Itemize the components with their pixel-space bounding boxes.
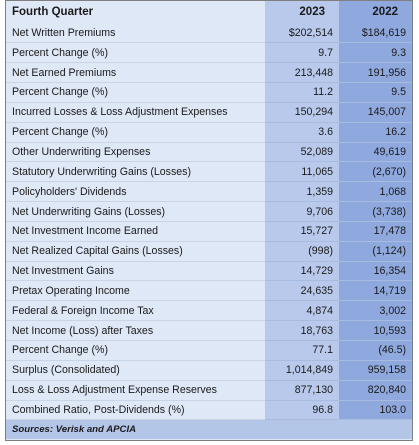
table-row: Surplus (Consolidated) 1,014,849 959,158: [6, 360, 412, 381]
header-row: Fourth Quarter 2023 2022: [6, 1, 412, 23]
table-row: Percent Change (%) 11.2 9.5: [6, 82, 412, 103]
row-label: Percent Change (%): [6, 42, 265, 64]
value-2023: 24,635: [265, 280, 339, 302]
table-row: Other Underwriting Expenses 52,089 49,619: [6, 142, 412, 163]
table-row: Net Investment Income Earned 15,727 17,478: [6, 221, 412, 242]
table-row: Net Realized Capital Gains (Losses) (998)…: [6, 241, 412, 262]
value-2022: 14,719: [339, 280, 412, 302]
table-row: Statutory Underwriting Gains (Losses) 11,…: [6, 161, 412, 183]
table-row: Net Written Premiums $202,514 $184,619: [6, 23, 412, 44]
value-2023: 4,874: [265, 300, 339, 322]
table-row: Incurred Losses & Loss Adjustment Expens…: [6, 102, 412, 123]
value-2023: (998): [265, 241, 339, 262]
row-label: Percent Change (%): [6, 82, 265, 103]
value-2023: 1,359: [265, 181, 339, 203]
row-label: Net Earned Premiums: [6, 62, 265, 84]
row-label: Net Written Premiums: [6, 23, 265, 44]
table-row: Net Underwriting Gains (Losses) 9,706 (3,7…: [6, 201, 412, 222]
value-2023: 14,729: [265, 261, 339, 282]
value-2023: 77.1: [265, 340, 339, 361]
value-2023: 9.7: [265, 42, 339, 64]
value-2022: 3,002: [339, 300, 412, 322]
value-2023: 11,065: [265, 161, 339, 183]
value-2022: (46.5): [339, 340, 412, 361]
table-row: Federal & Foreign Income Tax 4,874 3,002: [6, 300, 412, 322]
value-2022: 9.3: [339, 42, 412, 64]
value-2022: 49,619: [339, 142, 412, 163]
value-2022: 820,840: [339, 380, 412, 401]
row-label: Other Underwriting Expenses: [6, 142, 265, 163]
table-row: Net Earned Premiums 213,448 191,956: [6, 62, 412, 84]
table-row: Loss & Loss Adjustment Expense Reserves 8…: [6, 380, 412, 401]
row-label: Net Realized Capital Gains (Losses): [6, 241, 265, 262]
row-label: Statutory Underwriting Gains (Losses): [6, 161, 265, 183]
value-2023: $202,514: [265, 23, 339, 44]
row-label: Policyholders' Dividends: [6, 181, 265, 203]
header-year-2022: 2022: [339, 1, 412, 23]
value-2022: 959,158: [339, 360, 412, 381]
value-2022: 10,593: [339, 320, 412, 341]
value-2022: (3,738): [339, 201, 412, 222]
source-note: Sources: Verisk and APCIA: [6, 419, 412, 439]
value-2022: 145,007: [339, 102, 412, 123]
value-2023: 52,089: [265, 142, 339, 163]
value-2023: 1,014,849: [265, 360, 339, 381]
table-body: Net Written Premiums $202,514 $184,619 Perc…: [6, 23, 412, 421]
row-label: Net Income (Loss) after Taxes: [6, 320, 265, 341]
value-2023: 15,727: [265, 221, 339, 242]
value-2022: 103.0: [339, 400, 412, 421]
value-2022: 9.5: [339, 82, 412, 103]
row-label: Loss & Loss Adjustment Expense Reserves: [6, 380, 265, 401]
row-label: Percent Change (%): [6, 122, 265, 143]
value-2022: (2,670): [339, 161, 412, 183]
table-row: Net Income (Loss) after Taxes 18,763 10,59…: [6, 320, 412, 341]
row-label: Combined Ratio, Post-Dividends (%): [6, 400, 265, 421]
table-row: Percent Change (%) 77.1 (46.5): [6, 340, 412, 361]
row-label: Percent Change (%): [6, 340, 265, 361]
row-label: Federal & Foreign Income Tax: [6, 300, 265, 322]
row-label: Net Underwriting Gains (Losses): [6, 201, 265, 222]
value-2023: 877,130: [265, 380, 339, 401]
table-row: Pretax Operating Income 24,635 14,719: [6, 280, 412, 302]
row-label: Net Investment Income Earned: [6, 221, 265, 242]
table-row: Percent Change (%) 3.6 16.2: [6, 122, 412, 143]
source-row: Sources: Verisk and APCIA: [6, 419, 412, 439]
row-label: Surplus (Consolidated): [6, 360, 265, 381]
value-2023: 3.6: [265, 122, 339, 143]
value-2023: 9,706: [265, 201, 339, 222]
value-2022: $184,619: [339, 23, 412, 44]
table-row: Net Investment Gains 14,729 16,354: [6, 261, 412, 282]
table-row: Policyholders' Dividends 1,359 1,068: [6, 181, 412, 203]
header-label: Fourth Quarter: [6, 1, 265, 23]
value-2022: 16,354: [339, 261, 412, 282]
value-2022: 17,478: [339, 221, 412, 242]
value-2023: 150,294: [265, 102, 339, 123]
value-2023: 213,448: [265, 62, 339, 84]
value-2023: 11.2: [265, 82, 339, 103]
value-2022: 191,956: [339, 62, 412, 84]
value-2022: 1,068: [339, 181, 412, 203]
table-row: Combined Ratio, Post-Dividends (%) 96.8 10…: [6, 400, 412, 421]
financial-results-table: Fourth Quarter 2023 2022 Net Written Pre…: [5, 0, 413, 441]
header-year-2023: 2023: [265, 1, 339, 23]
value-2023: 96.8: [265, 400, 339, 421]
row-label: Net Investment Gains: [6, 261, 265, 282]
value-2023: 18,763: [265, 320, 339, 341]
row-label: Pretax Operating Income: [6, 280, 265, 302]
results-table: Fourth Quarter 2023 2022 Net Written Pre…: [6, 1, 412, 439]
table-row: Percent Change (%) 9.7 9.3: [6, 42, 412, 64]
value-2022: (1,124): [339, 241, 412, 262]
value-2022: 16.2: [339, 122, 412, 143]
row-label: Incurred Losses & Loss Adjustment Expens…: [6, 102, 265, 123]
